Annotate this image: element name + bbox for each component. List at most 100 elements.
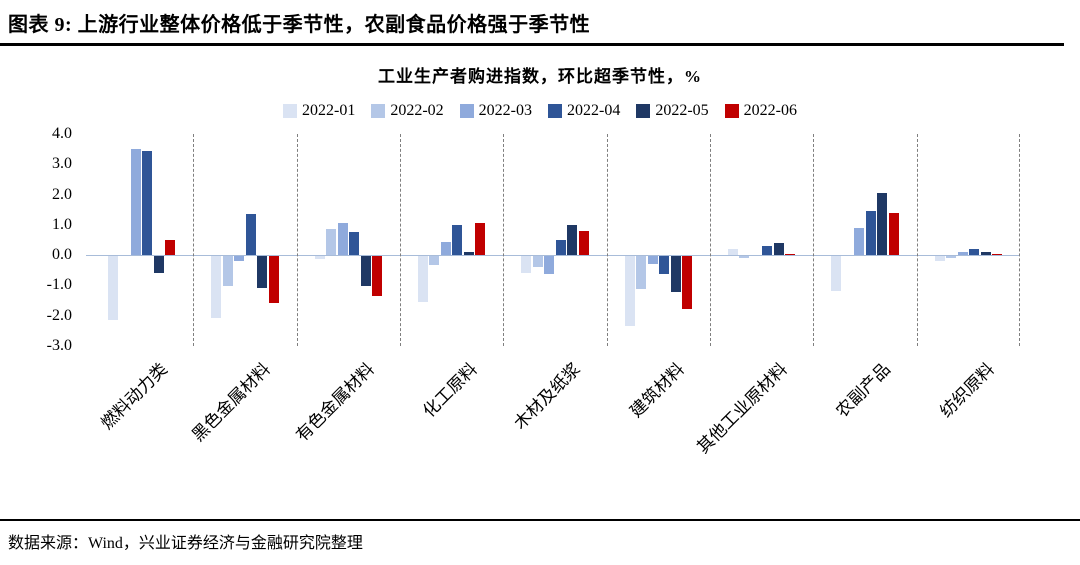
bar	[992, 253, 1003, 256]
group-separator-line	[813, 134, 815, 346]
bar	[417, 256, 428, 302]
figure-title: 图表 9: 上游行业整体价格低于季节性，农副食品价格强于季节性	[8, 14, 591, 36]
legend-label: 2022-03	[478, 102, 532, 119]
group-separator-line	[193, 134, 195, 346]
bar	[831, 256, 842, 291]
bar	[624, 256, 635, 326]
legend-item: 2022-05	[636, 102, 709, 120]
bar	[957, 252, 968, 256]
bar	[934, 256, 945, 261]
x-axis-category-label: 燃料动力类	[97, 359, 172, 434]
y-axis-tick-label: 4.0	[52, 125, 72, 142]
bar	[234, 256, 245, 261]
bar	[532, 256, 543, 267]
bar	[980, 252, 991, 256]
data-source-note: 数据来源：Wind，兴业证券经济与金融研究院整理	[8, 535, 363, 552]
y-axis-tick-label: -1.0	[46, 276, 72, 294]
bar	[521, 256, 532, 273]
group-separator-line	[710, 134, 711, 346]
x-axis-category-label: 黑色金属材料	[188, 359, 275, 446]
bar	[349, 232, 360, 256]
bar	[636, 256, 647, 290]
legend-swatch-icon	[371, 104, 386, 118]
bar	[854, 227, 865, 256]
legend-swatch-icon	[636, 104, 651, 118]
legend-swatch-icon	[283, 104, 298, 118]
figure-header: 图表 9: 上游行业整体价格低于季节性，农副食品价格强于季节性	[0, 0, 1064, 46]
group-separator-line	[296, 134, 298, 346]
y-axis: 4.0 3.0 2.0 1.0 0.0 -1.0 -2.0 -3.0	[0, 125, 80, 354]
plot-area	[86, 134, 1020, 346]
bar	[682, 256, 693, 310]
bar	[452, 224, 463, 256]
bar	[107, 256, 118, 320]
bar	[165, 240, 176, 256]
x-axis-category-label: 化工原料	[419, 359, 482, 422]
y-axis-tick-label: 1.0	[52, 215, 72, 233]
legend-item: 2022-02	[371, 102, 444, 120]
bar	[475, 223, 486, 256]
bar	[337, 223, 348, 256]
legend-label: 2022-02	[390, 102, 444, 119]
group-separator-line	[1019, 134, 1020, 346]
bar	[544, 256, 555, 275]
chart-title: 工业生产者购进指数，环比超季节性，%	[378, 67, 702, 86]
bar	[567, 224, 578, 256]
x-axis-category-label: 建筑材料	[626, 359, 688, 422]
group-separator-line	[503, 134, 505, 346]
legend-item: 2022-06	[724, 102, 797, 120]
legend-swatch-icon	[724, 104, 739, 118]
figure-footer: 数据来源：Wind，兴业证券经济与金融研究院整理	[0, 519, 1080, 565]
bar	[555, 240, 566, 256]
group-separator-line	[916, 134, 918, 346]
legend-label: 2022-06	[743, 102, 797, 119]
bar	[865, 211, 876, 256]
bar	[257, 256, 268, 288]
group-separator-line	[606, 134, 608, 346]
bar	[372, 256, 383, 296]
bar	[762, 246, 773, 256]
bar	[969, 249, 980, 256]
bar	[314, 256, 325, 260]
bar	[360, 256, 371, 287]
x-axis-category-label: 其他工业原材料	[693, 359, 792, 458]
x-axis-zero-line	[86, 255, 1020, 257]
x-axis-category-label: 木材及纸浆	[510, 359, 585, 434]
bar	[785, 253, 796, 256]
legend-label: 2022-04	[567, 102, 621, 119]
x-axis-category-label: 纺织原料	[936, 359, 998, 422]
bar	[440, 241, 451, 256]
bar	[326, 229, 337, 256]
legend-label: 2022-01	[302, 102, 356, 119]
bar	[946, 256, 957, 258]
legend-item: 2022-04	[548, 102, 620, 120]
bar	[670, 256, 681, 293]
bar	[153, 256, 164, 273]
y-axis-tick-label: -3.0	[46, 337, 72, 354]
bar	[211, 256, 222, 319]
plot-wrap: 4.0 3.0 2.0 1.0 0.0 -1.0 -2.0 -3.0	[0, 125, 1080, 354]
bar	[130, 149, 141, 256]
bar	[739, 256, 750, 258]
legend-item: 2022-03	[459, 102, 532, 120]
y-axis-tick-label: 2.0	[52, 185, 72, 203]
bar	[463, 252, 474, 256]
x-axis-labels: 燃料动力类 黑色金属材料 有色金属材料 化工原料 木材及纸浆 建筑材料 其他工业原材料 农副产…	[90, 346, 1020, 498]
x-axis-category-label: 有色金属材料	[292, 359, 378, 446]
y-axis-tick-label: 3.0	[52, 155, 72, 173]
bar	[268, 256, 279, 304]
bar	[877, 193, 888, 256]
bar	[222, 256, 233, 287]
bar	[429, 256, 440, 266]
legend-label: 2022-05	[655, 102, 709, 119]
legend-swatch-icon	[548, 104, 562, 118]
legend-item: 2022-01	[283, 102, 355, 120]
bar	[142, 150, 153, 256]
bar	[647, 256, 658, 264]
bar	[659, 256, 670, 275]
bar	[727, 249, 738, 256]
legend-swatch-icon	[459, 104, 474, 118]
y-axis-tick-label: 0.0	[52, 246, 72, 264]
chart-legend: 2022-01 2022-02 2022-03 2022-04 2022-05 2022-…	[0, 102, 1080, 120]
